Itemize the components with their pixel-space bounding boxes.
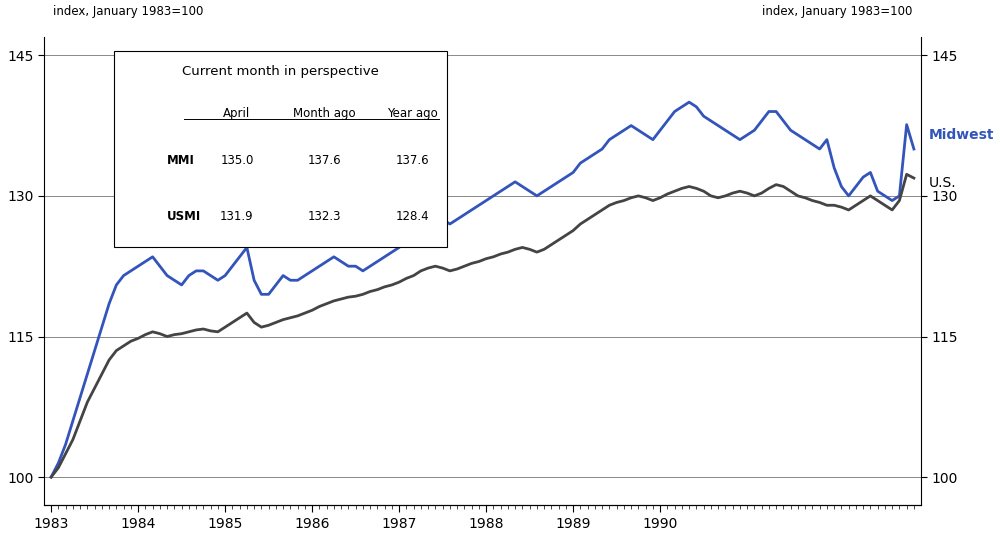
Text: USMI: USMI <box>167 210 201 223</box>
Text: 128.4: 128.4 <box>396 210 429 223</box>
Text: April: April <box>223 107 250 120</box>
Text: 131.9: 131.9 <box>220 210 254 223</box>
Text: Year ago: Year ago <box>387 107 438 120</box>
Text: U.S.: U.S. <box>928 176 956 190</box>
Text: index, January 1983=100: index, January 1983=100 <box>53 5 203 18</box>
Text: Month ago: Month ago <box>293 107 356 120</box>
FancyBboxPatch shape <box>114 51 447 247</box>
Text: Current month in perspective: Current month in perspective <box>182 65 379 77</box>
Text: 137.6: 137.6 <box>308 154 341 167</box>
Text: 137.6: 137.6 <box>396 154 429 167</box>
Text: index, January 1983=100: index, January 1983=100 <box>762 5 912 18</box>
Text: 132.3: 132.3 <box>308 210 341 223</box>
Text: Midwest: Midwest <box>928 128 994 142</box>
Text: 135.0: 135.0 <box>220 154 254 167</box>
Text: MMI: MMI <box>167 154 195 167</box>
